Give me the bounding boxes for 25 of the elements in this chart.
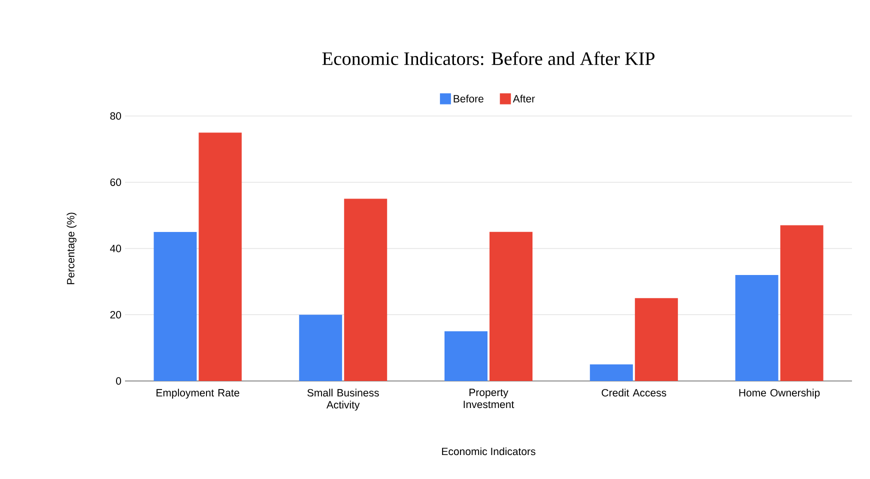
y-tick-label: 80 <box>110 112 122 120</box>
legend-label: After <box>512 94 535 102</box>
legend-label: Before <box>454 94 484 102</box>
bar <box>735 274 778 381</box>
bar <box>299 314 342 381</box>
bar <box>780 225 824 381</box>
y-tick-label: 60 <box>110 178 122 186</box>
bar <box>198 132 242 381</box>
chart-title: Economic Indicators: Before and After KIP <box>322 52 654 66</box>
y-tick-label: 0 <box>116 377 122 385</box>
x-tick-label: Employment Rate <box>156 388 240 399</box>
y-axis-title: Percentage (%) <box>66 212 76 284</box>
bar <box>444 331 488 381</box>
x-tick-label: Small Business Activity <box>307 388 379 411</box>
x-axis-title: Economic Indicators <box>442 447 536 456</box>
bar <box>634 298 678 381</box>
x-tick-label: Credit Access <box>602 388 666 397</box>
bar <box>154 232 197 381</box>
y-tick-label: 20 <box>110 311 122 318</box>
bar <box>590 364 633 381</box>
bar <box>344 198 388 381</box>
bar <box>490 232 532 381</box>
x-tick-label: Property Investment <box>464 388 514 408</box>
x-tick-label: Home Ownership <box>739 388 820 399</box>
y-tick-label: 40 <box>110 244 122 252</box>
